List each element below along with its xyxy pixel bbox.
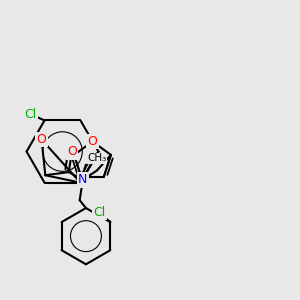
Text: Cl: Cl	[24, 108, 37, 121]
Text: O: O	[37, 133, 46, 146]
Text: Cl: Cl	[93, 206, 106, 219]
Text: CH₃: CH₃	[87, 153, 107, 163]
Text: N: N	[78, 173, 88, 186]
Text: O: O	[67, 145, 77, 158]
Text: O: O	[88, 135, 98, 148]
